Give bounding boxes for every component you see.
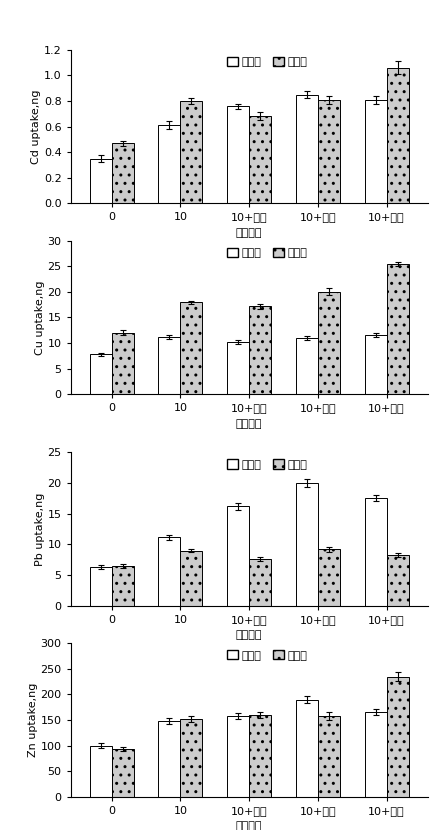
- Bar: [227, 342, 249, 394]
- Bar: [249, 116, 271, 203]
- Bar: [180, 550, 202, 606]
- X-axis label: 不同处理: 不同处理: [236, 419, 262, 429]
- Bar: [90, 745, 112, 797]
- Bar: [112, 333, 134, 394]
- Bar: [318, 292, 340, 394]
- Bar: [158, 537, 180, 606]
- Bar: [112, 144, 134, 203]
- Bar: [90, 354, 112, 394]
- Bar: [387, 68, 408, 203]
- Bar: [365, 335, 387, 394]
- Bar: [296, 700, 318, 797]
- X-axis label: 不同处理: 不同处理: [236, 822, 262, 830]
- Bar: [90, 159, 112, 203]
- Legend: 第一茬, 第二茬: 第一茬, 第二茬: [223, 52, 311, 71]
- Bar: [365, 712, 387, 797]
- Bar: [296, 95, 318, 203]
- Y-axis label: Cd uptake,ng: Cd uptake,ng: [31, 90, 41, 164]
- Bar: [318, 549, 340, 606]
- Bar: [227, 106, 249, 203]
- Bar: [365, 100, 387, 203]
- Legend: 第一茬, 第二茬: 第一茬, 第二茬: [223, 243, 311, 262]
- Bar: [296, 338, 318, 394]
- Bar: [112, 566, 134, 606]
- Bar: [249, 306, 271, 394]
- Legend: 第一茬, 第二茬: 第一茬, 第二茬: [223, 455, 311, 474]
- Bar: [249, 715, 271, 797]
- Bar: [112, 749, 134, 797]
- Bar: [227, 506, 249, 606]
- Y-axis label: Cu uptake,ng: Cu uptake,ng: [35, 281, 45, 354]
- Y-axis label: Pb uptake,ng: Pb uptake,ng: [35, 492, 45, 566]
- Bar: [180, 719, 202, 797]
- Bar: [180, 302, 202, 394]
- Bar: [387, 555, 408, 606]
- X-axis label: 不同处理: 不同处理: [236, 228, 262, 238]
- Bar: [158, 125, 180, 203]
- Bar: [387, 264, 408, 394]
- Bar: [158, 337, 180, 394]
- Bar: [180, 101, 202, 203]
- Y-axis label: Zn uptake,ng: Zn uptake,ng: [28, 683, 37, 757]
- X-axis label: 不同处理: 不同处理: [236, 631, 262, 641]
- Bar: [318, 716, 340, 797]
- Bar: [387, 676, 408, 797]
- Bar: [365, 498, 387, 606]
- Bar: [158, 721, 180, 797]
- Bar: [90, 567, 112, 606]
- Legend: 第一茬, 第二茬: 第一茬, 第二茬: [223, 646, 311, 665]
- Bar: [249, 559, 271, 606]
- Bar: [227, 716, 249, 797]
- Bar: [318, 100, 340, 203]
- Bar: [296, 483, 318, 606]
